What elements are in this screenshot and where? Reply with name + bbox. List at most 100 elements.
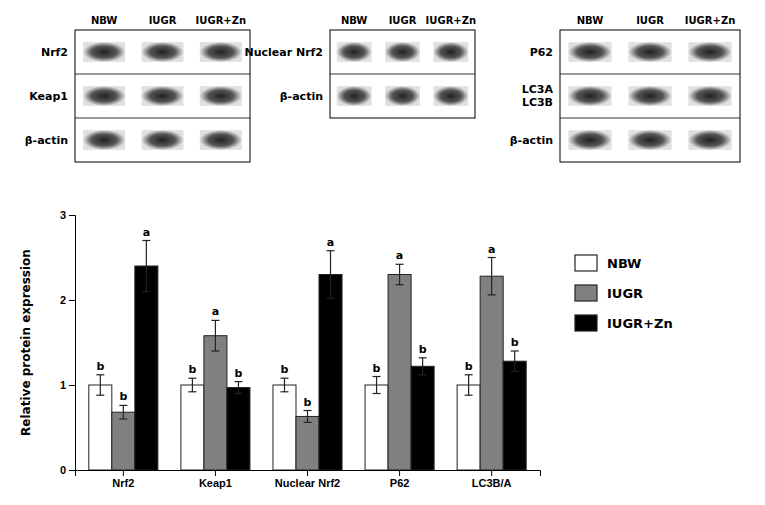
bar xyxy=(227,388,250,470)
blot-column-label: IUGR xyxy=(636,15,664,26)
error-cap xyxy=(188,391,196,392)
tick-mark xyxy=(399,470,400,476)
blot-divider xyxy=(75,118,250,119)
blot-band xyxy=(142,130,184,150)
bar xyxy=(296,416,319,470)
legend-swatch xyxy=(575,285,597,301)
blot-cell xyxy=(433,86,468,106)
blot-band xyxy=(83,86,125,106)
blot-row-label: β-actin xyxy=(280,90,323,103)
error-cap xyxy=(96,374,104,375)
blot-band xyxy=(200,86,242,106)
error-cap xyxy=(142,291,150,292)
y-axis: 0 1 2 3 xyxy=(60,209,76,476)
error-cap xyxy=(280,378,288,379)
bar-series xyxy=(112,258,503,471)
blot-row-label: Nuclear Nrf2 xyxy=(244,46,323,59)
significance-label: b xyxy=(419,343,427,356)
blot-band xyxy=(200,42,242,62)
error-line xyxy=(376,377,377,394)
bar xyxy=(365,385,388,470)
error-line xyxy=(330,251,331,299)
error-cap xyxy=(304,410,312,411)
blot-band xyxy=(628,86,671,106)
error-line xyxy=(146,241,147,292)
error-cap xyxy=(465,395,473,396)
blot-column-label: IUGR+Zn xyxy=(426,15,477,26)
blot-column-label: IUGR xyxy=(389,15,417,26)
significance-label: a xyxy=(488,243,495,256)
error-cap xyxy=(280,391,288,392)
blot-cell xyxy=(628,130,671,150)
blot-cell xyxy=(628,42,671,62)
error-cap xyxy=(211,320,219,321)
tick: 0 xyxy=(60,464,75,476)
error-cap xyxy=(396,264,404,265)
significance-label: b xyxy=(304,396,312,409)
error-line xyxy=(284,378,285,392)
error-cap xyxy=(96,395,104,396)
tick: LC3B/A xyxy=(472,470,512,489)
blot-row-label: LC3A xyxy=(522,83,554,96)
error-cap xyxy=(488,294,496,295)
tick-mark xyxy=(69,470,75,471)
tick: Nrf2 xyxy=(112,470,134,489)
tick-label: 2 xyxy=(60,294,66,306)
blot-column-label: IUGR+Zn xyxy=(196,15,247,26)
legend-swatch xyxy=(575,255,597,271)
x-axis: Nrf2Keap1Nuclear Nrf2P62LC3B/A xyxy=(76,470,541,489)
blot-column-label: NBW xyxy=(91,15,117,26)
tick: 3 xyxy=(60,209,75,221)
significance-label: a xyxy=(327,236,334,249)
legend: NBWIUGRIUGR+Zn xyxy=(575,255,673,331)
significance-label: a xyxy=(396,249,403,262)
blot-divider xyxy=(75,74,250,75)
bar xyxy=(204,336,227,470)
legend-label: IUGR xyxy=(607,286,643,301)
blot-panel: P62LC3ALC3Bβ-actinNBWIUGRIUGR+Zn xyxy=(510,15,740,162)
error-line xyxy=(100,375,101,395)
legend-label: IUGR+Zn xyxy=(607,316,673,331)
blot-cell xyxy=(385,86,420,106)
blot-cell xyxy=(83,42,125,62)
error-cap xyxy=(465,374,473,375)
error-cap xyxy=(119,405,127,406)
blot-column-label: NBW xyxy=(577,15,603,26)
blot-frame xyxy=(560,30,740,162)
axis-line xyxy=(76,471,541,477)
error-bar xyxy=(304,411,312,423)
blot-row-label: β-actin xyxy=(510,134,553,147)
tick-label: P62 xyxy=(390,477,410,489)
error-line xyxy=(468,375,469,395)
blot-cell xyxy=(688,86,731,106)
error-line xyxy=(307,411,308,423)
error-line xyxy=(215,320,216,351)
blot-cell xyxy=(83,130,125,150)
blot-panel: Nuclear Nrf2β-actinNBWIUGRIUGR+Zn xyxy=(244,15,476,118)
error-cap xyxy=(396,284,404,285)
tick-mark xyxy=(69,300,75,301)
blot-cell xyxy=(142,86,184,106)
blot-divider xyxy=(560,74,740,75)
blot-frame xyxy=(75,30,250,162)
error-line xyxy=(422,358,423,375)
legend-item: IUGR xyxy=(575,285,643,301)
legend-item: IUGR+Zn xyxy=(575,315,673,331)
error-cap xyxy=(373,376,381,377)
blot-band xyxy=(688,42,731,62)
bar xyxy=(112,412,135,470)
tick-label: Nrf2 xyxy=(112,477,134,489)
blot-cell xyxy=(385,42,420,62)
tick-mark xyxy=(123,470,124,476)
significance-label: b xyxy=(188,363,196,376)
blot-cell xyxy=(142,130,184,150)
tick-mark xyxy=(69,385,75,386)
blot-cell xyxy=(568,42,611,62)
tick-mark xyxy=(215,470,216,476)
marks xyxy=(89,241,526,471)
error-bar xyxy=(211,320,219,351)
tick-label: 1 xyxy=(60,379,66,391)
tick-mark xyxy=(491,470,492,476)
blot-panel: Nrf2Keap1β-actinNBWIUGRIUGR+Zn xyxy=(25,15,250,162)
blot-band xyxy=(688,86,731,106)
